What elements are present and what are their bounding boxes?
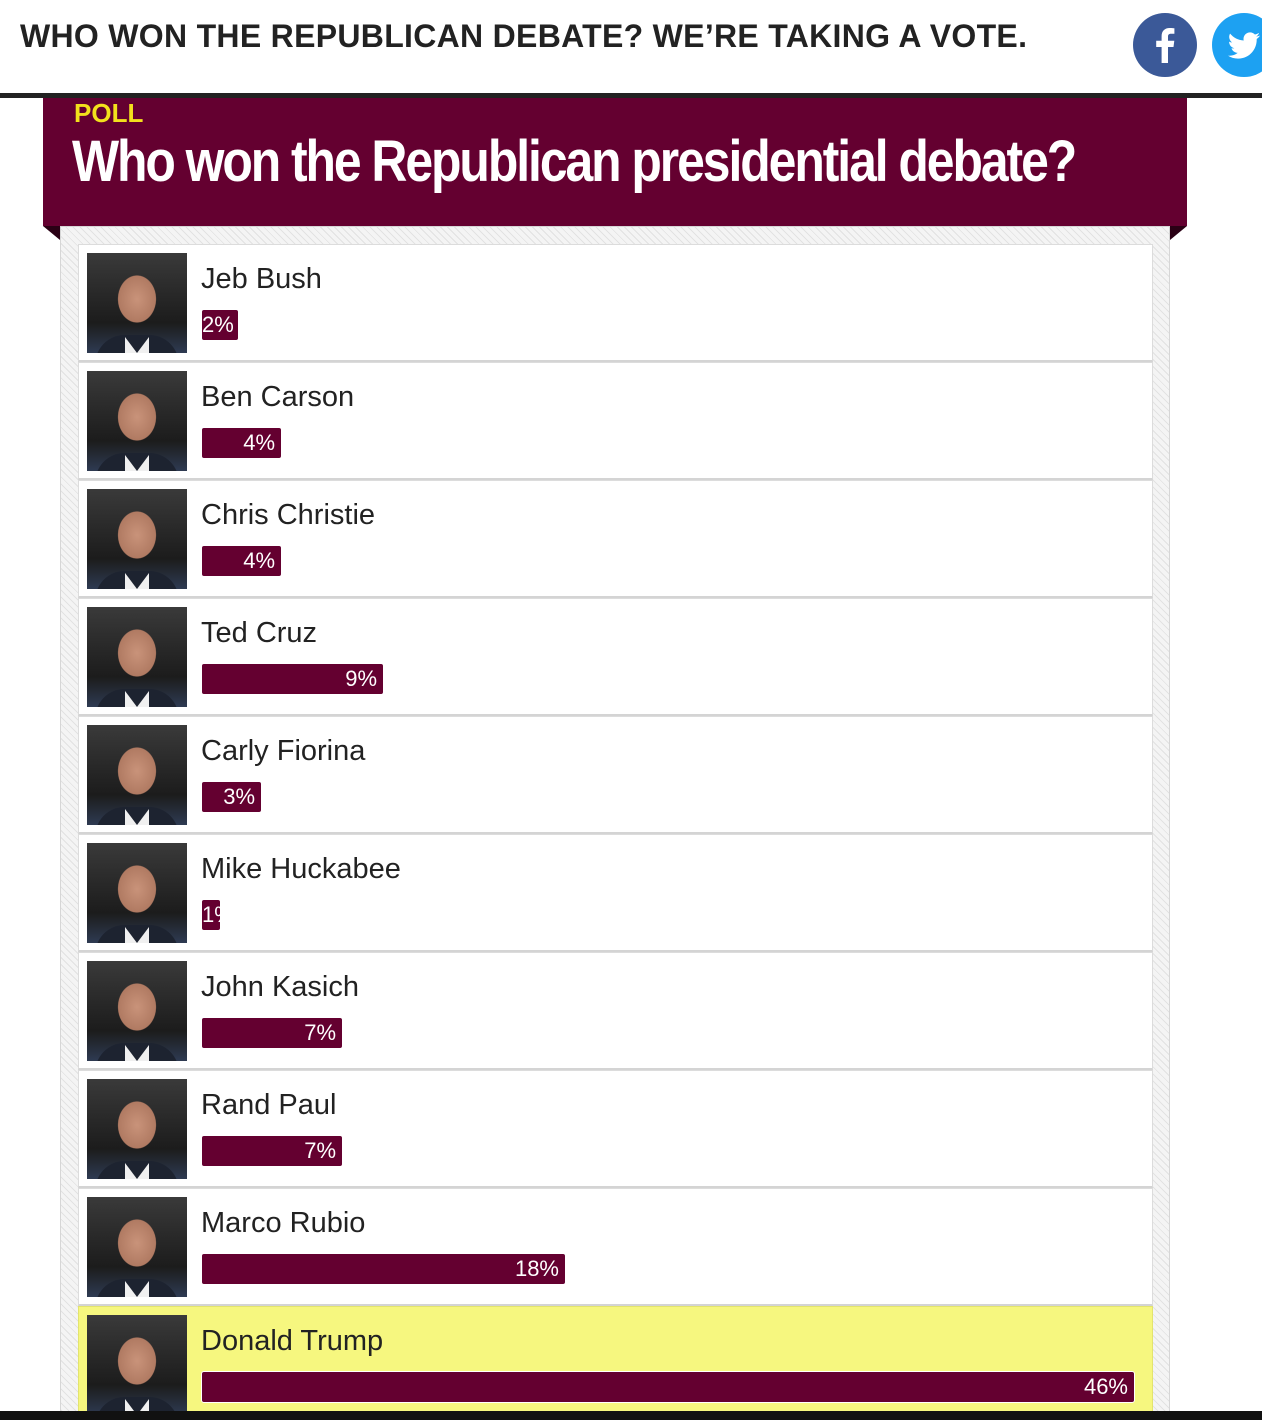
candidate-photo [87, 489, 187, 589]
poll-option[interactable]: Donald Trump 46% [78, 1306, 1153, 1420]
banner-fold-right [1170, 226, 1187, 240]
twitter-share-button[interactable] [1212, 13, 1262, 77]
candidate-photo [87, 1197, 187, 1297]
candidate-name: Ben Carson [201, 381, 355, 413]
candidate-name: Chris Christie [201, 499, 376, 531]
article-header: WHO WON THE REPUBLICAN DEBATE? WE’RE TAK… [0, 0, 1262, 98]
poll-option[interactable]: Carly Fiorina 3% [78, 716, 1153, 834]
poll-option[interactable]: Jeb Bush 2% [78, 244, 1153, 362]
poll-option[interactable]: Marco Rubio 18% [78, 1188, 1153, 1306]
article-title: WHO WON THE REPUBLICAN DEBATE? WE’RE TAK… [20, 18, 1028, 54]
vote-share-bar: 7% [201, 1135, 343, 1167]
vote-share-label: 9% [345, 666, 377, 691]
vote-share-label: 1% [202, 902, 220, 927]
vote-share-label: 7% [304, 1138, 336, 1163]
poll-option[interactable]: Rand Paul 7% [78, 1070, 1153, 1188]
candidate-name: Rand Paul [201, 1089, 337, 1121]
candidate-name: Marco Rubio [201, 1207, 366, 1239]
twitter-icon [1227, 32, 1260, 59]
vote-share-label: 46% [1083, 1374, 1128, 1399]
vote-share-bar: 3% [201, 781, 262, 813]
vote-share-bar: 4% [201, 545, 282, 577]
vote-share-label: 2% [202, 312, 234, 337]
vote-share-bar: 4% [201, 427, 282, 459]
vote-share-bar: 46% [201, 1371, 1135, 1403]
candidate-photo [87, 1079, 187, 1179]
candidate-photo [87, 843, 187, 943]
vote-share-bar: 2% [201, 309, 239, 341]
facebook-icon [1156, 28, 1175, 63]
facebook-share-button[interactable] [1133, 13, 1197, 77]
poll-option[interactable]: Ben Carson 4% [78, 362, 1153, 480]
poll-option[interactable]: John Kasich 7% [78, 952, 1153, 1070]
candidate-photo [87, 725, 187, 825]
poll-option[interactable]: Ted Cruz 9% [78, 598, 1153, 716]
vote-share-bar: 9% [201, 663, 384, 695]
candidate-name: Mike Huckabee [201, 853, 401, 885]
candidate-name: Jeb Bush [201, 263, 322, 295]
candidate-photo [87, 371, 187, 471]
candidate-name: Donald Trump [201, 1325, 384, 1357]
poll-tag: POLL [74, 98, 144, 128]
vote-share-bar: 7% [201, 1017, 343, 1049]
candidate-photo [87, 253, 187, 353]
candidate-name: Ted Cruz [201, 617, 318, 649]
poll-option[interactable]: Chris Christie 4% [78, 480, 1153, 598]
vote-share-label: 18% [514, 1256, 559, 1281]
vote-share-label: 7% [304, 1020, 336, 1045]
header-divider [0, 93, 1262, 98]
poll-banner: POLL Who won the Republican presidential… [43, 98, 1187, 226]
candidate-photo [87, 1315, 187, 1415]
candidate-photo [87, 961, 187, 1061]
candidate-photo [87, 607, 187, 707]
candidate-name: Carly Fiorina [201, 735, 366, 767]
candidate-name: John Kasich [201, 971, 359, 1003]
page-bottom-edge [0, 1411, 1262, 1420]
vote-share-label: 4% [243, 548, 275, 573]
vote-share-bar: 1% [201, 899, 221, 931]
vote-share-label: 3% [223, 784, 255, 809]
poll-option[interactable]: Mike Huckabee 1% [78, 834, 1153, 952]
vote-share-label: 4% [243, 430, 275, 455]
banner-fold-left [43, 226, 60, 240]
vote-share-bar: 18% [201, 1253, 566, 1285]
poll-question: Who won the Republican presidential deba… [72, 129, 1077, 194]
